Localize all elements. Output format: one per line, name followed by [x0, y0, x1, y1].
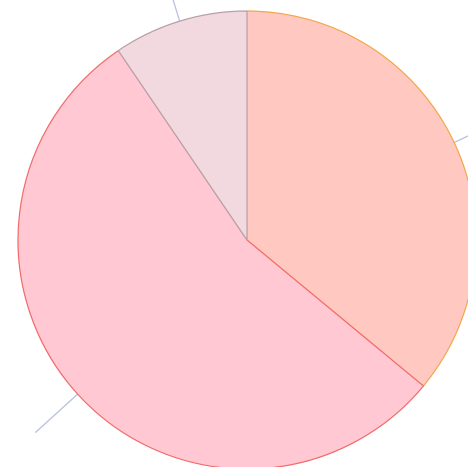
leader-line-2	[34, 389, 84, 434]
leader-line-1	[447, 135, 468, 147]
leader-lines	[34, 0, 468, 434]
pie-slices	[17, 10, 468, 467]
pie-slice-1	[246, 10, 468, 387]
pie-slice-2	[17, 50, 425, 467]
leader-line-3	[172, 0, 183, 28]
pie-slice-3	[117, 10, 248, 241]
